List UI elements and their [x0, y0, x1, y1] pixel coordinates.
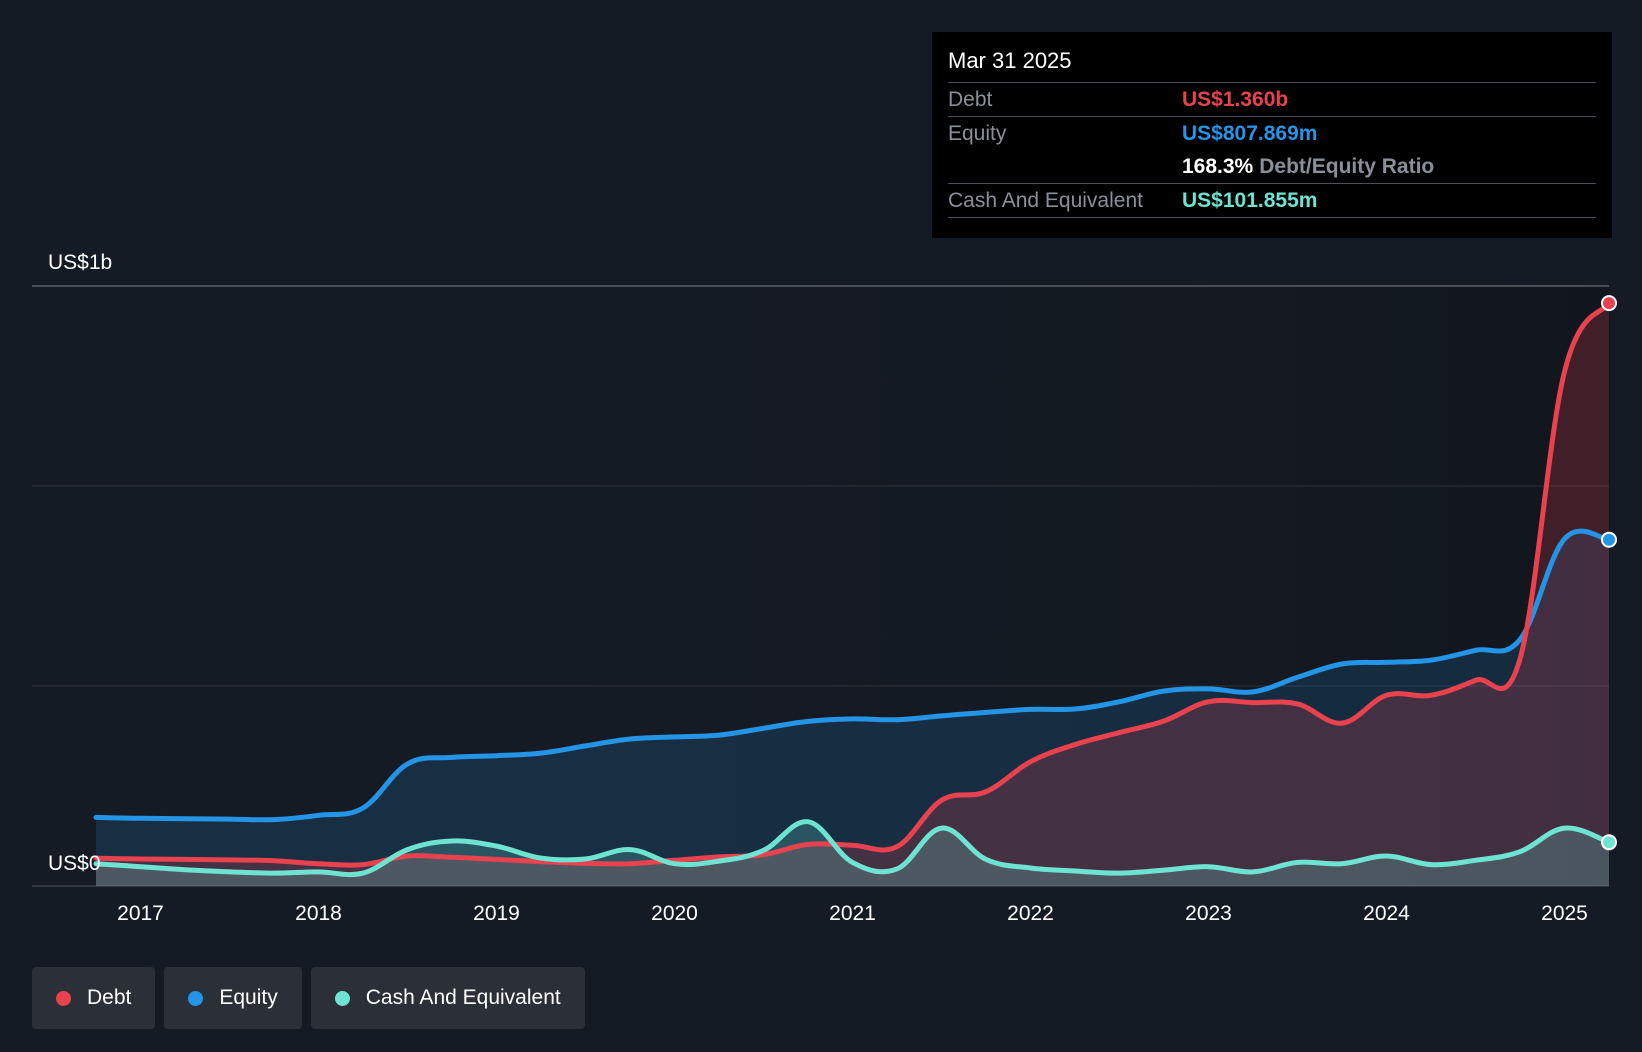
series-lines: [93, 300, 1612, 878]
equity-dot-icon: [188, 990, 204, 1006]
tooltip-row-ratio: 168.3% Debt/Equity Ratio: [948, 150, 1596, 184]
x-tick-label: 2023: [1185, 902, 1232, 925]
cash-line: [93, 819, 1612, 878]
tooltip-ratio-value: 168.3%: [1182, 155, 1254, 178]
x-tick-label: 2024: [1363, 902, 1410, 925]
tooltip-row-cash: Cash And Equivalent US$101.855m: [948, 184, 1596, 218]
gridlines: [32, 285, 1609, 887]
tooltip-debt-value: US$1.360b: [1182, 88, 1289, 111]
legend-item-cash[interactable]: Cash And Equivalent: [310, 967, 585, 1029]
plot-shade: [500, 286, 1610, 886]
equity-line: [93, 528, 1612, 823]
equity-area: [96, 531, 1609, 886]
cash-dot-icon: [334, 990, 350, 1006]
x-tick-label: 2022: [1007, 902, 1054, 925]
x-tick-label: 2019: [473, 902, 520, 925]
tooltip-ratio-label: Debt/Equity Ratio: [1259, 155, 1435, 178]
tooltip-cash-label: Cash And Equivalent: [948, 189, 1143, 212]
debt-end-marker[interactable]: [1601, 295, 1617, 312]
legend: Debt Equity Cash And Equivalent: [32, 967, 585, 1029]
y-bottom-label: US$0: [48, 852, 101, 875]
tooltip-cash-value: US$101.855m: [1182, 189, 1318, 212]
tooltip-row-debt: Debt US$1.360b: [948, 83, 1596, 117]
legend-label: Cash And Equivalent: [365, 986, 561, 1009]
tooltip-panel: Mar 31 2025 Debt US$1.360b Equity US$807…: [932, 32, 1612, 238]
equity-end-marker[interactable]: [1601, 531, 1617, 548]
x-tick-label: 2020: [651, 902, 698, 925]
x-tick-label: 2018: [295, 902, 342, 925]
legend-label: Equity: [219, 986, 278, 1009]
tooltip-row-equity: Equity US$807.869m: [948, 117, 1596, 150]
legend-item-equity[interactable]: Equity: [164, 967, 302, 1029]
x-axis: 2017 2018 2019 2020 2021 2022 2023 2024 2025: [117, 902, 1588, 925]
tooltip-equity-value: US$807.869m: [1182, 122, 1318, 145]
debt-area: [96, 303, 1609, 887]
tooltip-equity-label: Equity: [948, 122, 1007, 145]
x-tick-label: 2021: [829, 902, 876, 925]
legend-label: Debt: [87, 986, 132, 1009]
legend-item-debt[interactable]: Debt: [32, 967, 156, 1029]
x-tick-label: 2017: [117, 902, 164, 925]
cash-end-marker[interactable]: [1601, 834, 1617, 851]
tooltip-debt-label: Debt: [948, 88, 993, 111]
x-tick-label: 2025: [1541, 902, 1588, 925]
y-top-label: US$1b: [48, 251, 112, 274]
series-end-markers: [1601, 295, 1617, 851]
tooltip-date: Mar 31 2025: [948, 46, 1596, 83]
debt-dot-icon: [56, 990, 71, 1006]
